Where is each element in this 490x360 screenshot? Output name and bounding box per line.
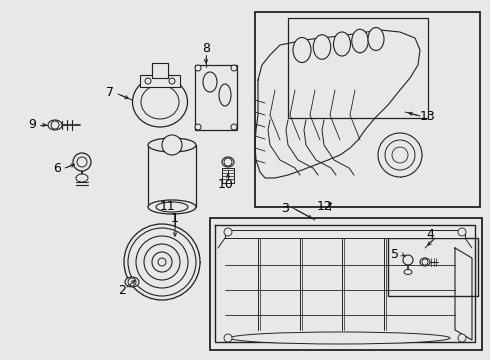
Circle shape — [158, 258, 166, 266]
Circle shape — [77, 157, 87, 167]
Circle shape — [145, 78, 151, 84]
Circle shape — [169, 78, 175, 84]
Circle shape — [128, 278, 136, 286]
Ellipse shape — [156, 202, 188, 212]
Circle shape — [224, 228, 232, 236]
Ellipse shape — [219, 84, 231, 106]
Ellipse shape — [404, 270, 412, 274]
Ellipse shape — [125, 277, 139, 287]
Circle shape — [51, 121, 59, 129]
Ellipse shape — [148, 138, 196, 152]
Text: 5: 5 — [391, 248, 399, 261]
Text: 1: 1 — [171, 211, 179, 225]
Text: 10: 10 — [218, 179, 234, 192]
Circle shape — [124, 224, 200, 300]
Ellipse shape — [352, 29, 368, 53]
Circle shape — [458, 334, 466, 342]
Bar — [388, 238, 478, 296]
Circle shape — [458, 228, 466, 236]
Circle shape — [231, 124, 237, 130]
Circle shape — [422, 259, 428, 265]
Bar — [255, 12, 480, 207]
Ellipse shape — [230, 332, 450, 344]
Text: 2: 2 — [118, 284, 126, 297]
Text: 11: 11 — [160, 199, 176, 212]
Ellipse shape — [334, 32, 350, 56]
Bar — [152, 63, 168, 78]
Circle shape — [224, 334, 232, 342]
Circle shape — [195, 124, 201, 130]
Text: 6: 6 — [53, 162, 61, 175]
Circle shape — [162, 135, 182, 155]
Bar — [222, 168, 234, 183]
Circle shape — [378, 133, 422, 177]
Ellipse shape — [76, 174, 88, 182]
Text: 7: 7 — [106, 85, 114, 99]
Circle shape — [144, 244, 180, 280]
Text: 8: 8 — [202, 41, 210, 54]
Ellipse shape — [48, 120, 62, 130]
Ellipse shape — [203, 72, 217, 92]
Ellipse shape — [313, 35, 331, 59]
Ellipse shape — [222, 157, 234, 167]
Circle shape — [136, 236, 188, 288]
Text: 13: 13 — [420, 109, 436, 122]
Circle shape — [195, 65, 201, 71]
Text: 12: 12 — [317, 199, 333, 212]
Ellipse shape — [148, 200, 196, 214]
Circle shape — [73, 153, 91, 171]
Circle shape — [385, 140, 415, 170]
Text: 9: 9 — [28, 118, 36, 131]
Bar — [140, 75, 180, 87]
Bar — [225, 230, 465, 238]
Ellipse shape — [293, 37, 311, 63]
Ellipse shape — [132, 77, 188, 127]
Circle shape — [128, 228, 196, 296]
Bar — [288, 18, 428, 118]
Ellipse shape — [141, 85, 179, 119]
Circle shape — [224, 158, 232, 166]
Text: 4: 4 — [426, 228, 434, 240]
Circle shape — [152, 252, 172, 272]
Circle shape — [403, 255, 413, 265]
Text: 3: 3 — [281, 202, 289, 215]
Ellipse shape — [368, 27, 384, 50]
Bar — [210, 218, 482, 350]
Circle shape — [392, 147, 408, 163]
Bar — [195, 65, 237, 130]
Ellipse shape — [420, 258, 430, 266]
Bar — [148, 145, 196, 207]
Circle shape — [231, 65, 237, 71]
